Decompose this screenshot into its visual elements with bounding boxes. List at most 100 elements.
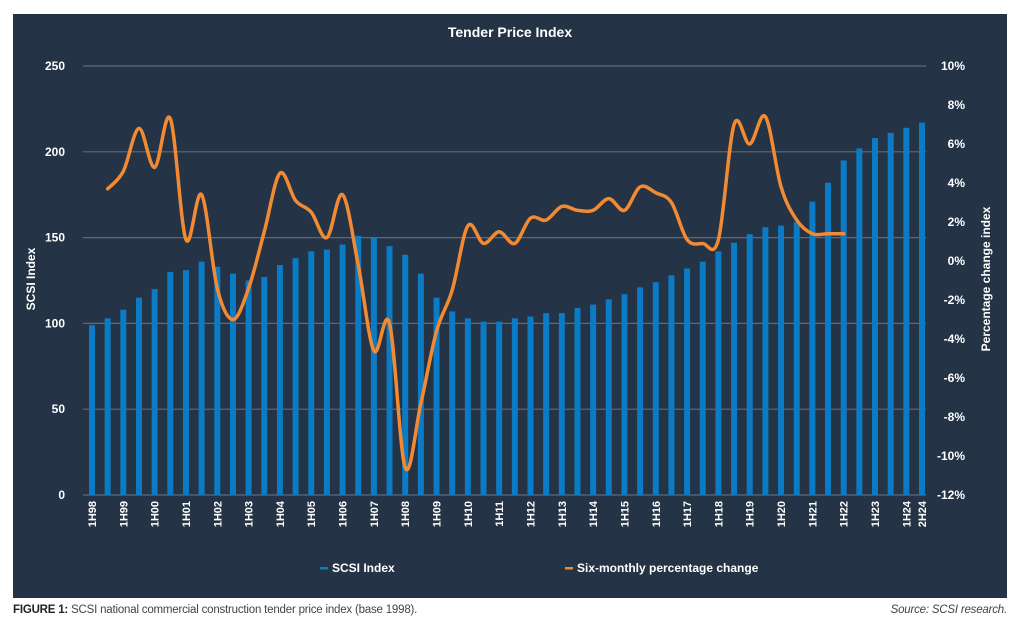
bar [840, 160, 847, 495]
bar [699, 261, 706, 495]
x-tick-label: 1H15 [619, 501, 631, 527]
chart-panel: Tender Price Index 0 50 100 150 200 250 -12% -… [13, 14, 1007, 598]
bar [104, 318, 111, 495]
bar [778, 225, 785, 495]
bar [323, 249, 330, 495]
x-tick-label: 1H06 [338, 501, 350, 527]
y-tick-label-left: 200 [45, 145, 65, 159]
bar [89, 325, 95, 495]
bar [919, 122, 925, 496]
y-tick-label-right: -10% [937, 449, 965, 463]
y-tick-label-left: 100 [45, 316, 65, 330]
bar [339, 244, 346, 495]
x-tick-label: 1H20 [776, 501, 788, 527]
figure-caption-text: SCSI national commercial construction te… [68, 604, 418, 616]
x-tick-label: 1H11 [494, 501, 506, 527]
gridlines [83, 65, 926, 496]
x-tick-label: 1H22 [839, 501, 851, 527]
bar [809, 201, 816, 495]
bar [903, 127, 910, 495]
x-tick-label: 1H19 [745, 501, 757, 527]
bar [402, 254, 409, 495]
bar [292, 258, 299, 495]
legend-label-bar: SCSI Index [332, 561, 395, 575]
bar [511, 318, 518, 495]
bar [825, 182, 832, 496]
legend-swatch-line [565, 567, 573, 570]
bar [793, 222, 800, 495]
legend-label-line: Six-monthly percentage change [577, 561, 759, 575]
x-tick-label: 1H04 [275, 500, 287, 527]
y-tick-label-left: 250 [45, 59, 65, 73]
x-tick-label: 1H01 [181, 501, 193, 527]
x-tick-label: 1H09 [432, 501, 444, 527]
x-tick-label: 1H17 [682, 501, 694, 527]
bar [684, 268, 691, 495]
bar [856, 148, 863, 496]
bar [887, 132, 894, 495]
bar [762, 227, 769, 495]
bar [496, 321, 503, 495]
x-tick-label: 1H08 [400, 501, 412, 527]
y-axis-label-left: SCSI Index [24, 247, 38, 310]
x-tick-label: 1H03 [244, 501, 256, 527]
y-axis-label-right: Percentage change index [979, 206, 993, 351]
bar [543, 313, 550, 495]
y-tick-label-right: 6% [948, 137, 966, 151]
bar [386, 246, 393, 495]
y-tick-label-right: -2% [944, 293, 966, 307]
right-axis-ticks: -12% -10% -8% -6% -4% -2% 0% 2% 4% 6% 8% 10% [937, 59, 965, 502]
y-tick-label-right: 8% [948, 98, 966, 112]
bar [198, 261, 205, 495]
source-note: Source: SCSI research. [890, 604, 1008, 616]
bar [417, 273, 424, 495]
bar [355, 235, 362, 495]
y-tick-label-right: 2% [948, 215, 966, 229]
left-axis-ticks: 0 50 100 150 200 250 [45, 59, 65, 502]
y-tick-label-left: 0 [58, 488, 65, 502]
x-tick-label: 1H24 [901, 500, 913, 527]
bar [214, 266, 221, 495]
percentage-change-line [105, 114, 846, 472]
bar [527, 316, 534, 495]
x-tick-label: 1H14 [588, 500, 600, 527]
y-tick-label-left: 50 [52, 402, 66, 416]
y-tick-label-right: 10% [941, 59, 965, 73]
bar [276, 265, 283, 495]
bar [135, 297, 142, 495]
x-tick-label: 1H12 [525, 501, 537, 527]
bar [245, 280, 252, 495]
x-tick-label: 1H18 [713, 501, 725, 527]
x-tick-label: 1H07 [369, 501, 381, 527]
bar [167, 271, 174, 495]
line-series [105, 114, 846, 472]
bar [652, 282, 659, 495]
bar [621, 294, 628, 495]
bar [715, 251, 722, 495]
bar [558, 313, 565, 495]
bar [308, 251, 315, 495]
legend-swatch-bar [320, 567, 328, 570]
bar [637, 287, 644, 495]
bar [464, 318, 471, 495]
bar [480, 321, 487, 495]
y-tick-label-right: 0% [948, 254, 966, 268]
bar [668, 275, 675, 495]
x-tick-label: 1H23 [870, 501, 882, 527]
bar [433, 297, 440, 495]
bar [151, 289, 158, 495]
x-tick-label: 1H10 [463, 501, 475, 527]
chart-title: Tender Price Index [448, 24, 572, 40]
x-tick-label: 1H21 [807, 501, 819, 527]
y-tick-label-right: 4% [948, 176, 966, 190]
x-tick-label: 1H00 [150, 501, 162, 527]
x-tick-label: 2H24 [917, 500, 929, 527]
bar [590, 304, 597, 495]
legend: SCSI Index Six-monthly percentage change [320, 561, 759, 575]
bar [229, 273, 236, 495]
bar [261, 277, 268, 495]
bar [370, 237, 377, 495]
bar [872, 138, 879, 495]
x-tick-label: 1H05 [306, 501, 318, 527]
